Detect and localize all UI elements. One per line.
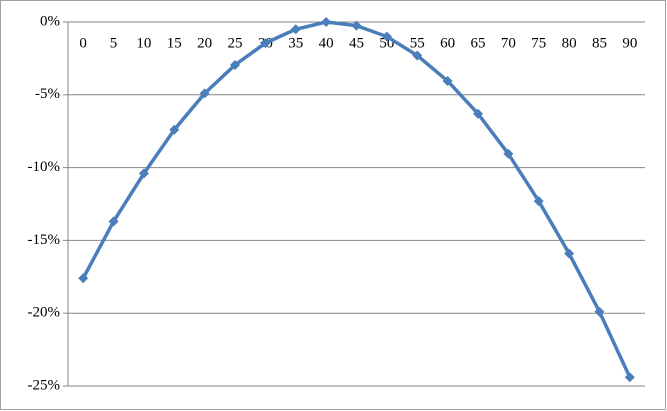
data-point: [381, 31, 392, 42]
data-point: [412, 50, 423, 61]
data-point: [594, 306, 605, 317]
x-tick-label: 40: [319, 35, 334, 51]
y-tick-label: -25%: [28, 377, 61, 393]
x-tick-label: 65: [470, 35, 485, 51]
data-point: [533, 196, 544, 207]
x-tick-label: 25: [228, 35, 243, 51]
data-point: [321, 17, 332, 27]
x-tick-label: 10: [136, 35, 151, 51]
x-tick-label: 55: [410, 35, 425, 51]
x-tick-label: 5: [110, 35, 118, 51]
y-tick-label: 0%: [40, 13, 60, 29]
data-point: [108, 216, 119, 227]
y-tick-label: -20%: [28, 305, 61, 321]
x-tick-label: 35: [288, 35, 303, 51]
data-point: [351, 20, 362, 31]
x-tick-label: 45: [349, 35, 364, 51]
x-tick-label: 80: [562, 35, 577, 51]
y-tick-label: -15%: [28, 232, 61, 248]
data-point: [199, 88, 210, 99]
data-point: [442, 75, 453, 86]
data-point: [472, 108, 483, 119]
data-point: [169, 124, 180, 135]
x-tick-label: 60: [440, 35, 455, 51]
x-tick-label: 70: [501, 35, 516, 51]
x-tick-label: 20: [197, 35, 212, 51]
x-tick-label: 0: [79, 35, 87, 51]
data-point: [260, 38, 271, 49]
x-tick-label: 85: [592, 35, 607, 51]
data-point: [290, 24, 301, 35]
data-point: [503, 148, 514, 159]
data-point: [624, 372, 635, 383]
y-tick-label: -5%: [35, 86, 60, 102]
x-tick-label: 75: [531, 35, 546, 51]
y-tick-label: -10%: [28, 159, 61, 175]
x-tick-label: 90: [622, 35, 637, 51]
data-point: [564, 248, 575, 259]
data-point: [230, 59, 241, 70]
x-tick-label: 15: [167, 35, 182, 51]
data-point: [78, 273, 89, 284]
data-point: [138, 168, 149, 179]
